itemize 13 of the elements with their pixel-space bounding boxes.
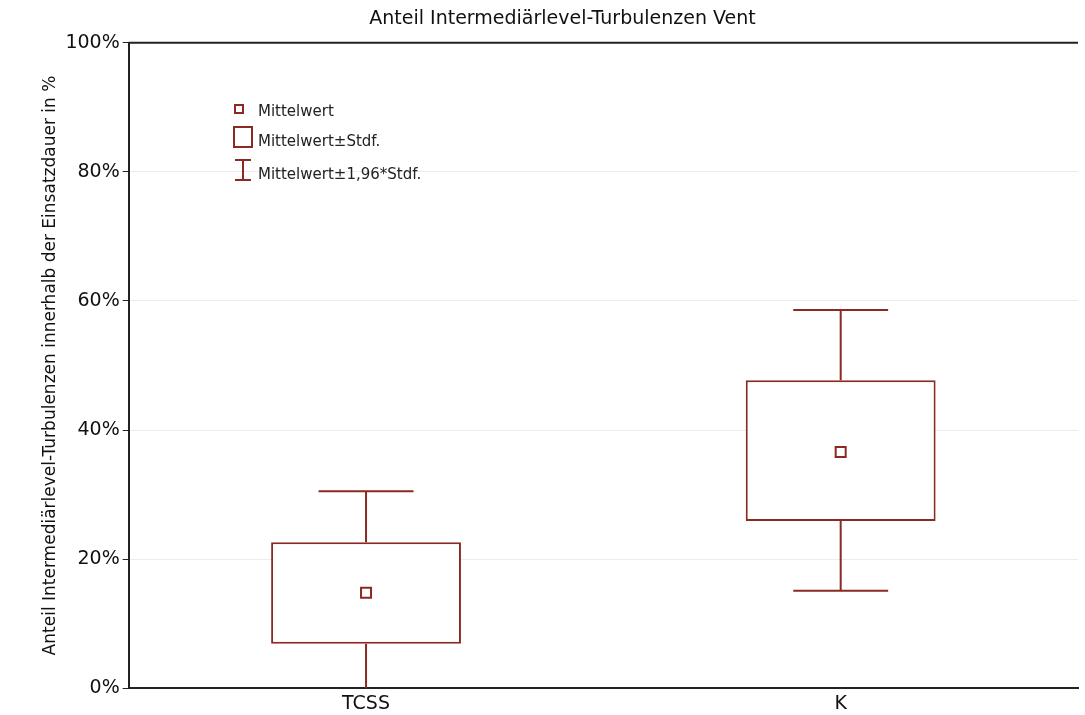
y-tick-label: 40% xyxy=(77,416,120,439)
chart-title: Anteil Intermediärlevel-Turbulenzen Vent xyxy=(369,6,756,29)
y-tick-label: 80% xyxy=(77,158,120,181)
x-tick-label: K xyxy=(834,690,848,713)
y-tick-label: 0% xyxy=(89,675,120,698)
annotation: Mittelwert±1,96*Stdf. xyxy=(258,164,422,185)
y-axis-title: Anteil Intermediärlevel-Turbulenzen innerhalb der Einsatzdauer in % xyxy=(38,75,59,656)
y-tick-label: 20% xyxy=(77,546,120,569)
y-tick-label: 60% xyxy=(77,287,120,310)
y-tick-label: 100% xyxy=(65,29,120,52)
annotation: Mittelwert±Stdf. xyxy=(258,131,381,152)
x-tick-label: TCSS xyxy=(341,690,390,713)
annotation: Mittelwert xyxy=(258,101,334,122)
